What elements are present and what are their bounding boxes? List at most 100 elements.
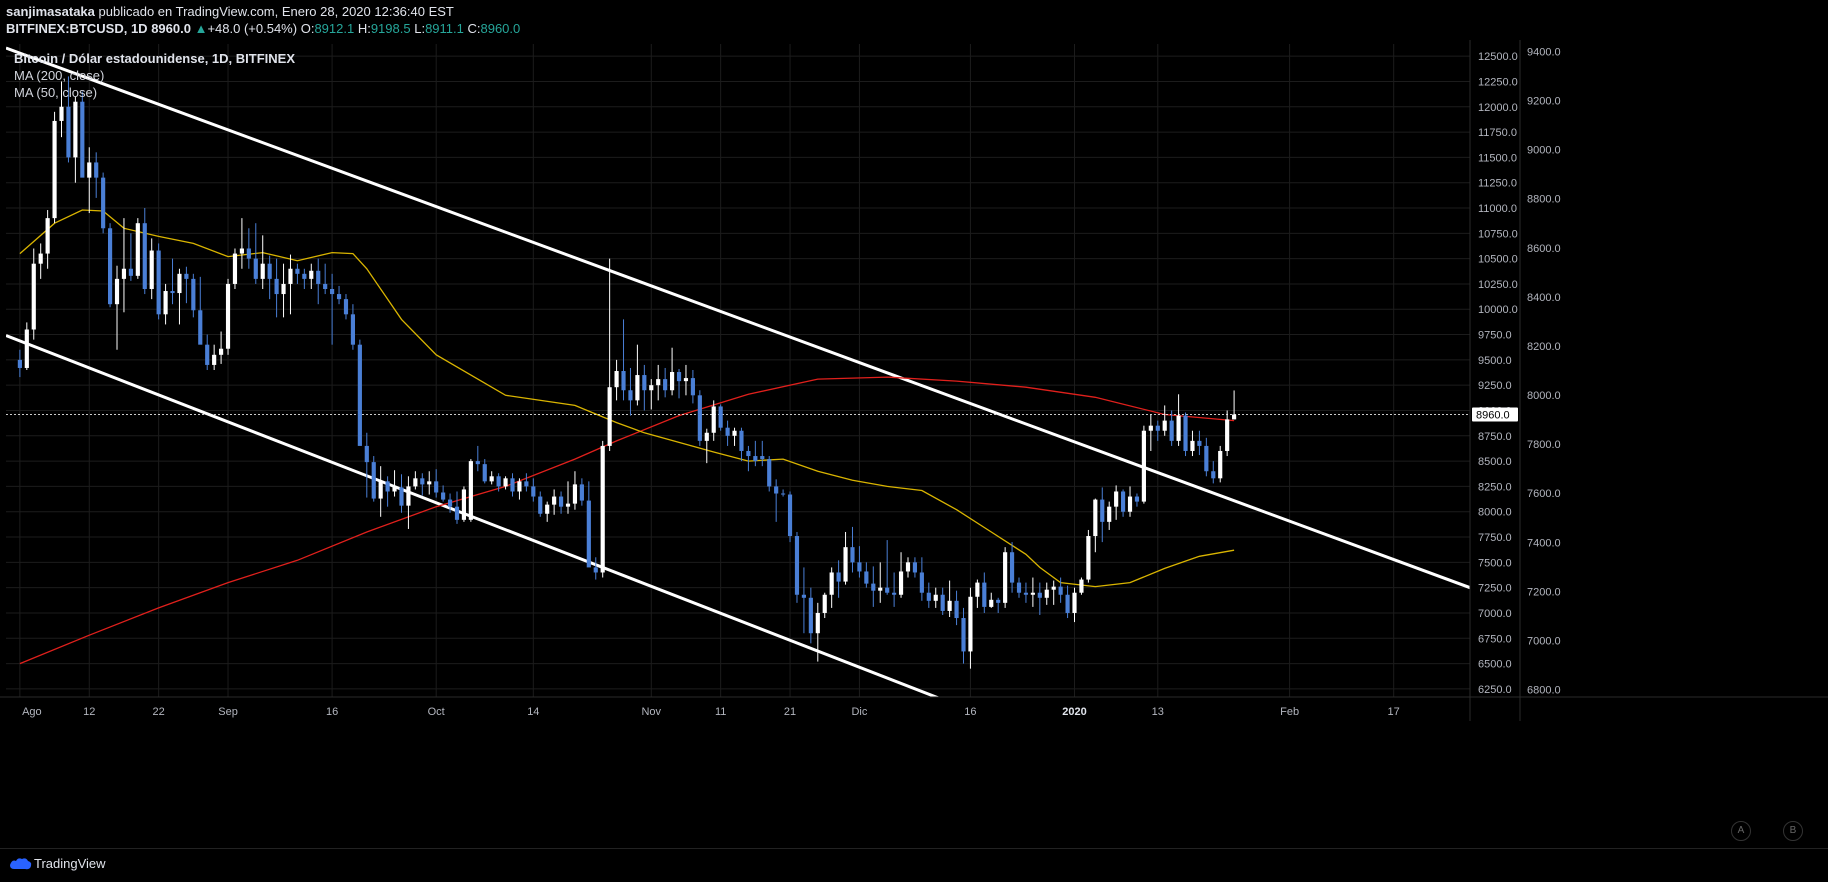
- candle-body: [406, 486, 411, 506]
- candle-body: [191, 278, 196, 311]
- candle-body: [1086, 536, 1091, 580]
- right-price-tick-label: 7600.0: [1527, 488, 1561, 500]
- candle-body: [1044, 589, 1049, 598]
- price-tick-label: 10750.0: [1478, 228, 1518, 240]
- candle: [767, 456, 772, 492]
- candle: [947, 580, 952, 618]
- candle-body: [427, 481, 432, 485]
- candle: [475, 445, 480, 472]
- candle: [447, 493, 453, 513]
- candle: [225, 278, 231, 355]
- candle: [642, 364, 647, 411]
- candle-body: [878, 587, 883, 591]
- candle-body: [552, 496, 557, 505]
- footer-bar: TradingView: [0, 848, 1828, 882]
- candle-body: [697, 395, 702, 441]
- candle: [510, 473, 515, 497]
- candle: [940, 587, 945, 615]
- candle: [239, 218, 244, 269]
- candle: [420, 473, 425, 496]
- auto-scale-button[interactable]: A: [1731, 821, 1751, 841]
- candle-body: [815, 612, 820, 634]
- candle: [531, 478, 536, 502]
- candle: [503, 476, 508, 490]
- candle: [101, 172, 106, 234]
- candle: [635, 344, 640, 406]
- time-tick-label: 12: [83, 706, 95, 718]
- candle-body: [912, 562, 918, 573]
- candle-body: [961, 618, 966, 652]
- candle: [1169, 410, 1174, 446]
- candle-body: [1051, 586, 1056, 590]
- candle: [1197, 430, 1202, 456]
- right-price-tick-label: 8800.0: [1527, 194, 1561, 206]
- candle: [1120, 489, 1126, 517]
- open-value: 8912.1: [314, 21, 355, 36]
- candle: [1162, 405, 1167, 436]
- candle-body: [746, 450, 751, 457]
- candle-body: [87, 162, 92, 178]
- candle: [52, 111, 57, 224]
- candle: [808, 587, 813, 644]
- time-tick-label: Ago: [22, 706, 42, 718]
- candle: [1086, 529, 1091, 583]
- candle-body: [718, 406, 723, 428]
- candle-body: [572, 484, 578, 504]
- candle-body: [1023, 592, 1029, 595]
- candle-body: [17, 359, 22, 368]
- candle: [871, 566, 876, 607]
- candle-body: [219, 348, 224, 355]
- candle: [670, 347, 675, 396]
- legend-ma50[interactable]: MA (50, close): [14, 85, 98, 100]
- candle-body: [1107, 506, 1112, 522]
- candle: [787, 491, 793, 543]
- candle-body: [1141, 430, 1146, 502]
- time-tick-label: 17: [1388, 706, 1400, 718]
- candle: [996, 597, 1001, 613]
- candle-body: [704, 432, 709, 441]
- candle-body: [288, 268, 293, 284]
- candle-body: [1232, 414, 1237, 420]
- candle: [454, 491, 460, 524]
- price-chart[interactable]: 12500.0 12250.0 12000.0 11750.0 11500.0 11250…: [0, 40, 1828, 848]
- candle: [968, 587, 973, 669]
- candle-body: [558, 496, 564, 507]
- candle: [586, 481, 591, 568]
- candle-body: [1093, 499, 1098, 537]
- candle: [614, 359, 619, 401]
- candle: [406, 476, 411, 529]
- candle: [961, 607, 966, 664]
- candle-body: [822, 594, 827, 613]
- candle-body: [461, 489, 467, 520]
- candle-body: [850, 547, 855, 563]
- candle-body: [184, 273, 189, 279]
- candle-body: [649, 385, 654, 391]
- candle: [45, 210, 50, 269]
- candle-body: [1120, 491, 1126, 512]
- candle-body: [163, 291, 168, 315]
- candle: [87, 147, 92, 214]
- tradingview-brand[interactable]: TradingView: [34, 856, 106, 871]
- time-tick-label: 14: [527, 706, 539, 718]
- candle-body: [253, 258, 258, 279]
- candle: [288, 254, 293, 315]
- candle-body: [149, 250, 154, 290]
- candle-body: [545, 504, 550, 514]
- candle-body: [808, 597, 813, 634]
- candle: [1003, 547, 1008, 608]
- candle-body: [1037, 592, 1042, 598]
- candle-body: [114, 278, 120, 305]
- candle-body: [1183, 415, 1188, 451]
- candle-body: [1079, 579, 1084, 593]
- candle-body: [926, 592, 931, 601]
- ohlc-bar: BITFINEX:BTCUSD, 1D 8960.0 ▲+48.0 (+0.54…: [6, 21, 520, 36]
- candle: [1218, 445, 1223, 483]
- candle-body: [503, 478, 508, 487]
- candle: [1037, 582, 1042, 615]
- candle: [427, 471, 432, 495]
- candle-body: [1225, 419, 1230, 451]
- candle-body: [309, 270, 314, 279]
- b-button[interactable]: B: [1783, 821, 1803, 841]
- candle: [1107, 501, 1112, 530]
- legend-ma200[interactable]: MA (200, close): [14, 68, 105, 83]
